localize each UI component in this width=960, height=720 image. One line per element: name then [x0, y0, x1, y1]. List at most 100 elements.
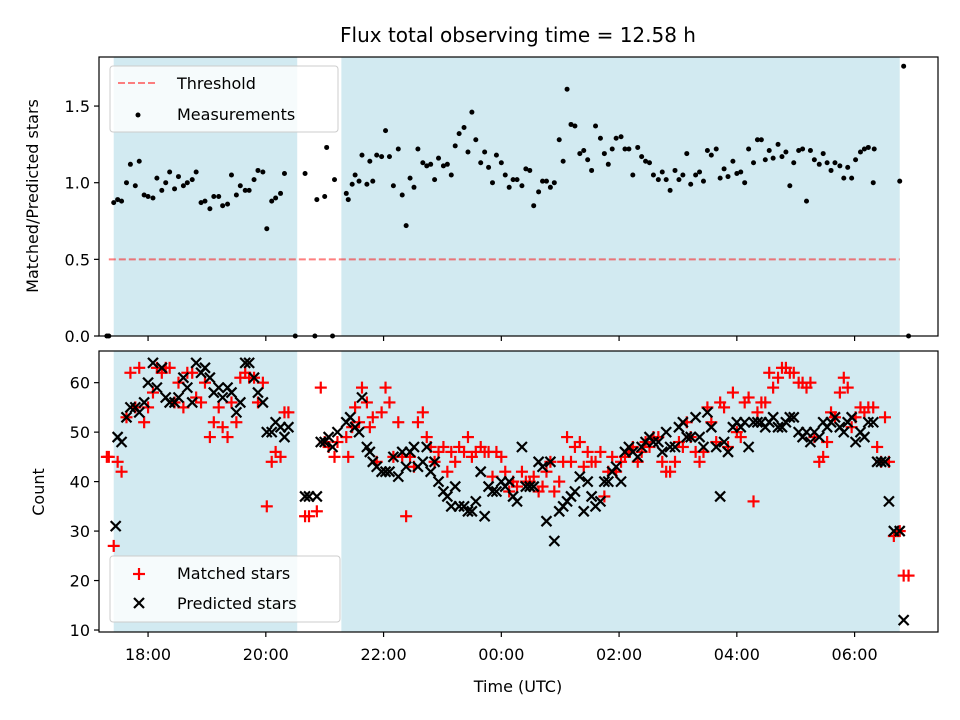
- predicted-point: [544, 456, 557, 468]
- measurement-point: [281, 171, 287, 177]
- predicted-point: [261, 426, 273, 438]
- predicted-point: [474, 465, 487, 478]
- predicted-point: [400, 460, 412, 473]
- measurement-point: [618, 134, 624, 140]
- measurement-point: [828, 167, 834, 173]
- predicted-point: [322, 431, 335, 443]
- measurement-point: [367, 158, 373, 164]
- predicted-point: [677, 416, 689, 429]
- matched-point: [564, 455, 577, 468]
- measurement-point: [697, 169, 703, 175]
- predicted-point: [838, 426, 850, 438]
- x-tick-label: 18:00: [125, 645, 171, 664]
- measurement-point: [356, 178, 362, 184]
- predicted-point: [147, 357, 159, 369]
- predicted-point: [516, 441, 528, 453]
- measurement-point: [436, 155, 442, 161]
- predicted-point: [862, 416, 875, 429]
- measurement-point: [597, 135, 603, 141]
- measurement-point: [428, 161, 434, 167]
- measurement-point: [536, 189, 542, 195]
- measurement-point: [721, 166, 727, 172]
- predicted-point: [689, 411, 702, 424]
- matched-point: [515, 465, 528, 478]
- bottom-y-axis-label: Count: [29, 468, 48, 516]
- measurement-point: [202, 198, 208, 204]
- predicted-point: [742, 441, 755, 453]
- measurement-point: [816, 161, 822, 167]
- predicted-point: [681, 431, 693, 443]
- measurement-point: [564, 86, 570, 92]
- matched-point: [133, 361, 146, 374]
- measurement-point: [260, 169, 266, 175]
- predicted-point: [299, 490, 311, 503]
- measurement-point: [119, 198, 125, 204]
- measurement-point: [547, 184, 553, 190]
- measurement-point: [314, 197, 320, 203]
- predicted-point: [784, 411, 796, 424]
- predicted-point: [813, 431, 826, 443]
- predicted-point: [701, 406, 714, 419]
- measurement-point: [783, 149, 789, 155]
- measurement-point: [233, 192, 239, 198]
- measurement-point: [111, 200, 117, 206]
- measurement-point: [609, 146, 615, 152]
- measurement-point: [708, 152, 714, 158]
- measurement-point: [519, 183, 525, 189]
- measurement-point: [506, 184, 512, 190]
- measurement-point: [255, 167, 261, 173]
- predicted-point: [151, 381, 163, 394]
- predicted-stars-series: [109, 357, 910, 626]
- matched-point: [265, 455, 278, 468]
- matched-point: [212, 401, 225, 414]
- predicted-point: [230, 406, 243, 419]
- measurement-point: [184, 180, 190, 186]
- measurement-point: [643, 158, 649, 164]
- measurement-point: [386, 154, 392, 160]
- measurement-point: [345, 197, 351, 203]
- measurement-point: [841, 175, 847, 181]
- predicted-point: [466, 505, 478, 518]
- matched-point: [355, 381, 368, 394]
- matched-point: [207, 416, 220, 429]
- predicted-point: [379, 465, 392, 478]
- measurement-point: [127, 161, 133, 167]
- top-legend-frame: [109, 65, 339, 133]
- predicted-point: [503, 475, 515, 488]
- predicted-point: [705, 421, 718, 433]
- matched-point: [282, 406, 295, 419]
- measurement-point: [175, 174, 181, 180]
- predicted-point: [177, 371, 190, 384]
- matched-point: [379, 381, 392, 394]
- measurement-point: [897, 178, 903, 184]
- measurement-point: [734, 171, 740, 177]
- measurement-point: [415, 146, 421, 152]
- predicted-point: [647, 436, 660, 448]
- matched-point: [656, 455, 669, 468]
- predicted-point: [156, 362, 168, 374]
- measurement-point: [136, 158, 142, 164]
- matched-point: [437, 440, 450, 453]
- measurement-point: [738, 169, 744, 175]
- measurement-point: [680, 172, 686, 178]
- predicted-point: [453, 500, 465, 513]
- predicted-point: [527, 480, 540, 493]
- matched-point: [102, 450, 115, 463]
- measurement-point: [207, 206, 213, 212]
- predicted-point: [610, 460, 622, 473]
- measurement-point: [762, 157, 768, 163]
- matched-point: [221, 431, 234, 444]
- matched-point: [499, 465, 512, 478]
- predicted-point: [893, 525, 906, 537]
- matched-point: [726, 386, 739, 399]
- matched-point: [833, 386, 846, 399]
- matched-point: [553, 475, 566, 488]
- predicted-point: [875, 456, 887, 468]
- predicted-point: [602, 475, 615, 488]
- measurement-point: [523, 166, 529, 172]
- measurement-point: [601, 151, 607, 157]
- measurement-point: [635, 144, 641, 150]
- y-tick-label: 1.0: [65, 174, 90, 193]
- matched-point: [392, 416, 405, 429]
- x-tick-label: 02:00: [596, 645, 642, 664]
